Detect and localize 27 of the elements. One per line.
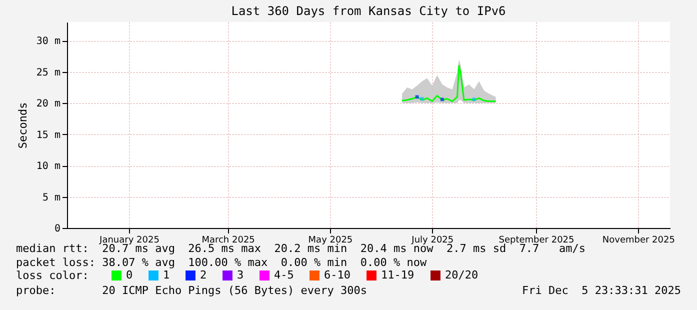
x-tick-label: May 2025	[308, 236, 353, 246]
legend-label: 4-5	[274, 268, 294, 282]
line-series	[401, 64, 497, 102]
legend-label: 20/20	[445, 268, 478, 282]
text: probe: 20 ICMP Echo Pings (56 Bytes) every 300s	[16, 284, 367, 297]
y-tick-label: 10 m	[36, 161, 60, 172]
x-tick-label: January 2025	[98, 236, 160, 246]
legend-label: 11-19	[381, 268, 414, 282]
y-tick-label: 15 m	[36, 130, 60, 141]
legend-label: 0	[126, 268, 133, 282]
y-tick-label: 30 m	[36, 36, 60, 48]
text: packet loss: 38.07 % avg 100.00 % max 0.00 % min 0.00 % now	[16, 256, 427, 269]
x-tick-label: November 2025	[602, 236, 675, 246]
x-tick-label: March 2025	[202, 236, 255, 246]
text: Fri Dec 5 23:33:31 2025	[522, 284, 681, 297]
legend-label: 1	[163, 268, 170, 282]
y-tick-label: 25 m	[36, 67, 60, 78]
legend-label: 6-10	[324, 268, 350, 282]
y-tick-label: 0	[54, 224, 60, 234]
y-tick-label: 5 m	[42, 192, 60, 204]
legend-label: 3	[237, 268, 244, 282]
x-tick-label: September 2025	[498, 236, 574, 246]
y-tick-label: 20 m	[36, 98, 60, 110]
y-axis-title: Seconds	[16, 102, 30, 149]
chart-title: Last 360 Days from Kansas City to IPv6	[231, 4, 506, 18]
legend-label: 2	[200, 268, 207, 282]
legend-title: loss color:	[16, 269, 89, 282]
